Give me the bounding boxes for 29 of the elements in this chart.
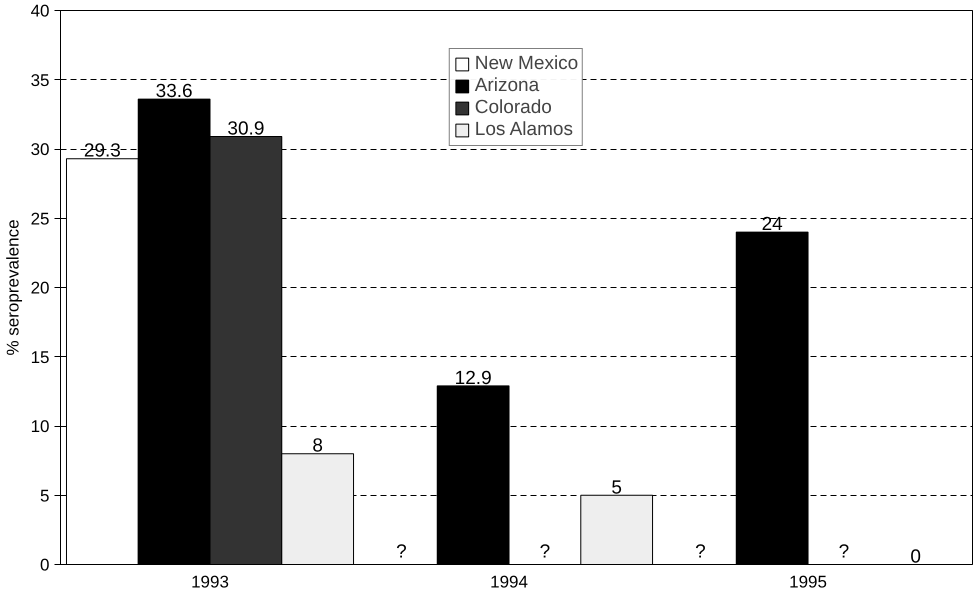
legend-label: Los Alamos [474, 119, 573, 141]
data-label: 8 [312, 436, 323, 457]
y-axis-title: % seroprevalence [4, 219, 23, 356]
data-label: 30.9 [227, 118, 264, 140]
text: ? [540, 542, 550, 562]
data-label: 29.3 [84, 140, 121, 162]
x-tick-label: 1995 [789, 572, 827, 590]
y-tick-label: 5 [40, 486, 50, 506]
data-label: 33.6 [156, 81, 193, 102]
y-tick-label: 0 [40, 556, 50, 574]
data-label: 5 [611, 477, 622, 498]
data-label: 12.9 [454, 368, 492, 389]
text: ? [695, 542, 706, 562]
y-tick-label: 15 [30, 348, 50, 367]
y-tick-label: 35 [30, 70, 50, 90]
legend-label: Colorado [474, 97, 552, 119]
text: ? [838, 542, 850, 562]
y-tick-label: 30 [30, 140, 50, 159]
y-tick-label: 10 [30, 417, 50, 436]
x-tick-label: 1993 [191, 572, 229, 590]
data-label: 24 [762, 214, 784, 236]
y-tick-label: 40 [30, 2, 50, 20]
legend-label: New Mexico [474, 53, 578, 75]
text: ? [396, 542, 407, 562]
y-tick-label: 20 [30, 278, 50, 298]
legend-label: Arizona [474, 75, 540, 97]
x-tick-label: 1994 [490, 572, 528, 590]
data-label: 0 [910, 546, 921, 568]
y-tick-label: 25 [30, 209, 50, 228]
